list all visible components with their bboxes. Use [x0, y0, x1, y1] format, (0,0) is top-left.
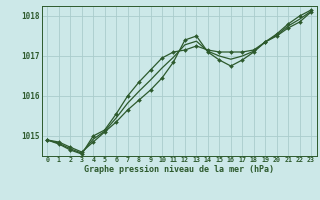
X-axis label: Graphe pression niveau de la mer (hPa): Graphe pression niveau de la mer (hPa) [84, 165, 274, 174]
